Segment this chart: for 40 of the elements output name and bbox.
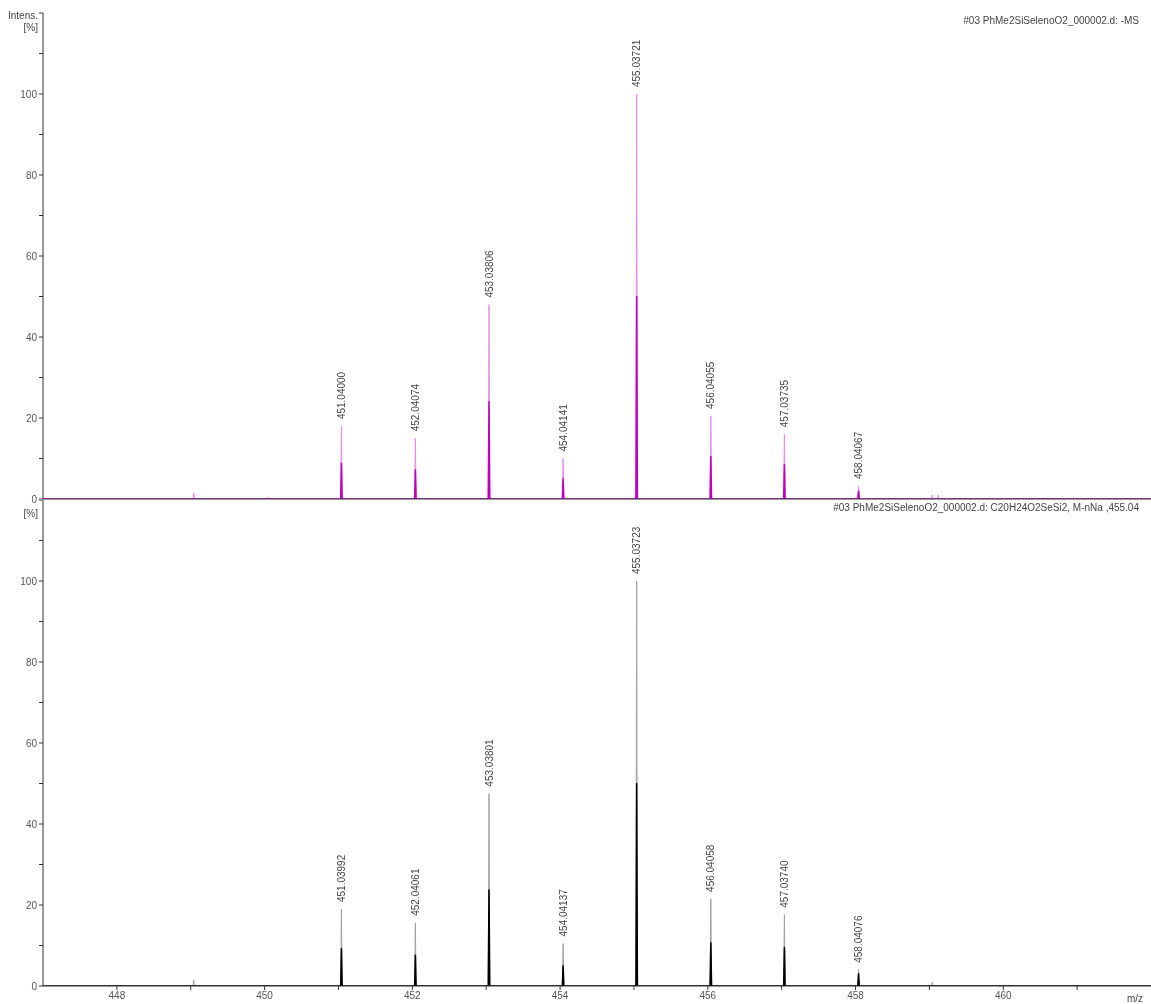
annotation: 451.03992 — [335, 854, 347, 903]
y-tick-label: 100 — [20, 88, 38, 100]
x-tick-label: 460 — [994, 990, 1013, 1002]
x-tick-label: 454 — [551, 990, 569, 1002]
y-tick-label: 0 — [31, 493, 38, 505]
annotation: 454.04141 — [557, 403, 569, 452]
x-tick-label: 448 — [108, 990, 126, 1002]
annotation: 453.03801 — [483, 738, 495, 787]
y-tick-label: 40 — [25, 818, 38, 830]
annotation: 457.03735 — [778, 379, 790, 428]
annotation: 455.03721 — [631, 39, 643, 87]
y-tick-label: 80 — [25, 656, 38, 668]
y-tick-label: 100 — [20, 575, 38, 587]
y-tick-label: 20 — [25, 412, 38, 424]
annotation: 456.04055 — [705, 361, 717, 409]
x-tick-label: 452 — [403, 990, 422, 1002]
y-tick-label: 20 — [25, 899, 38, 911]
annotation: 457.03740 — [778, 860, 790, 908]
annotation: 454.04137 — [557, 888, 569, 937]
y-tick-label: 40 — [25, 331, 38, 343]
annotation: 458.04067 — [853, 431, 865, 480]
y-tick-label: 60 — [25, 737, 38, 749]
x-tick-label: 458 — [847, 990, 865, 1002]
annotation: 458.04076 — [853, 915, 865, 963]
chart-title: #03 PhMe2SiSelenoO2_000002.d: C20H24O2SeSi2, M-nNa ,455.04 — [833, 502, 1139, 513]
annotation: 455.03723 — [631, 526, 643, 574]
y-axis-title: Intens. [%] — [6, 10, 38, 34]
y-tick-label: 0 — [31, 980, 38, 992]
y-axis-title: [%] — [22, 508, 38, 520]
y-tick-label: 60 — [25, 250, 38, 262]
y-tick-label: 80 — [25, 169, 38, 181]
x-tick-label: 450 — [256, 990, 274, 1002]
annotation: 453.03806 — [483, 249, 495, 298]
annotation: 451.04000 — [335, 371, 347, 420]
annotation: 456.04058 — [705, 844, 717, 892]
chart-title: #03 PhMe2SiSelenoO2_000002.d: -MS — [963, 15, 1139, 26]
annotation: 452.04074 — [409, 383, 421, 432]
x-axis-title: m/z — [1126, 993, 1143, 1004]
x-tick-label: 456 — [699, 990, 717, 1002]
annotation: 452.04061 — [409, 868, 421, 916]
